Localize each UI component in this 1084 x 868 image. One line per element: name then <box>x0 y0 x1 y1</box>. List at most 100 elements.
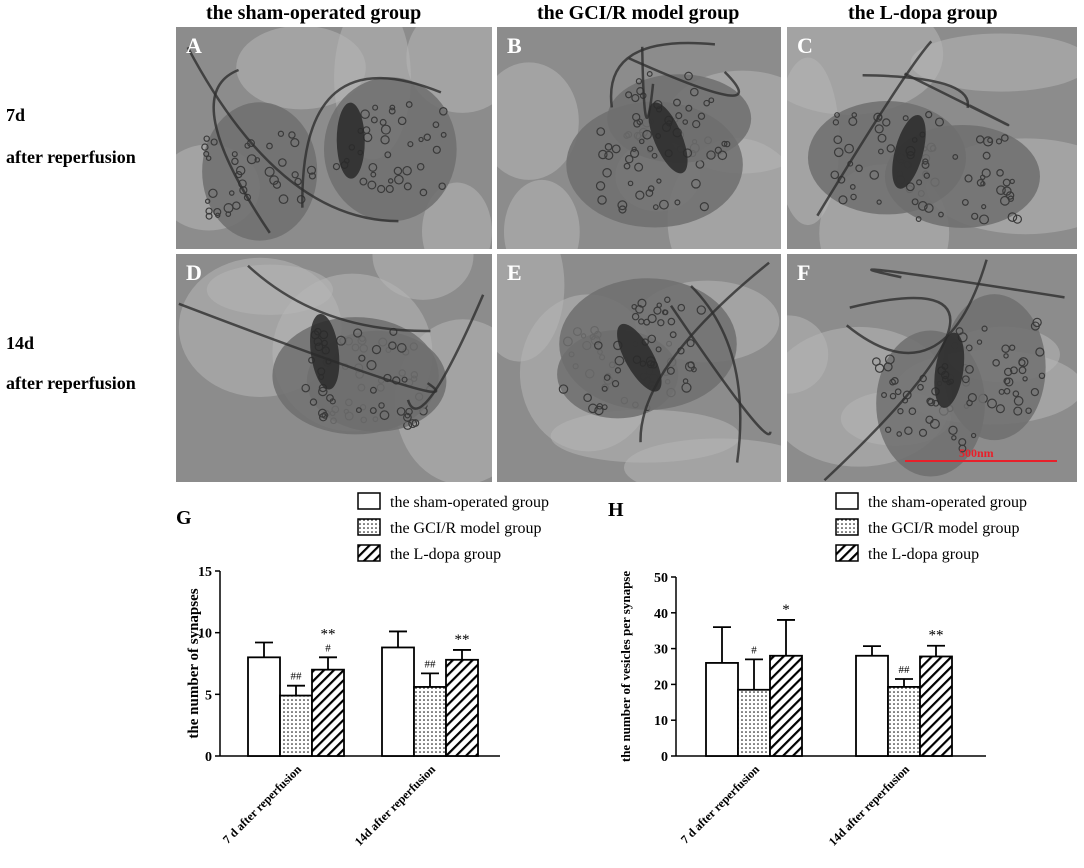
synaptic-vesicle <box>380 124 391 135</box>
synaptic-vesicle <box>677 303 686 312</box>
legend-swatch <box>357 492 381 510</box>
synaptic-vesicle <box>625 91 633 99</box>
synaptic-vesicle <box>981 204 987 210</box>
postsynaptic-density <box>892 114 926 189</box>
synaptic-vesicle <box>368 162 378 172</box>
synaptic-vesicle <box>419 188 428 197</box>
synaptic-vesicle <box>877 148 884 155</box>
bar <box>247 656 281 757</box>
synaptic-vesicle <box>423 133 431 141</box>
synaptic-vesicle <box>673 98 681 107</box>
bar <box>919 655 953 757</box>
synaptic-vesicle <box>708 97 715 104</box>
synaptic-vesicle <box>379 410 390 421</box>
row-header-14d-line2: after reperfusion <box>6 373 136 393</box>
synaptic-vesicle <box>394 174 404 185</box>
synaptic-vesicle <box>652 204 659 210</box>
synaptic-vesicle <box>601 385 608 392</box>
x-tick-label: 7 d after reperfusion <box>220 762 305 847</box>
synaptic-vesicle <box>1012 390 1020 398</box>
synaptic-vesicle <box>902 115 909 122</box>
synaptic-vesicle <box>439 107 448 116</box>
y-tick-label: 10 <box>654 714 668 729</box>
postsynaptic-density <box>648 102 688 174</box>
synaptic-vesicle <box>981 168 991 178</box>
synaptic-vesicle <box>397 116 407 126</box>
synaptic-vesicle <box>723 140 731 148</box>
panel-label-f: F <box>797 260 811 285</box>
synaptic-vesicle <box>235 165 246 176</box>
postsynaptic-density <box>310 314 340 390</box>
synaptic-vesicle <box>691 178 701 189</box>
synaptic-vesicle <box>924 203 934 213</box>
y-tick-label: 50 <box>654 571 668 586</box>
synaptic-vesicle <box>290 138 300 148</box>
synaptic-vesicle <box>635 304 644 314</box>
synaptic-vesicle <box>438 182 446 190</box>
y-tick-label: 15 <box>198 565 212 580</box>
synaptic-vesicle <box>624 154 634 164</box>
synaptic-vesicle <box>952 154 959 160</box>
bar <box>279 694 313 757</box>
synaptic-vesicle <box>411 419 420 427</box>
panel-label-d: D <box>186 260 202 285</box>
synaptic-vesicle <box>995 138 1003 145</box>
synaptic-vesicle <box>631 146 637 152</box>
y-tick-label: 0 <box>661 750 668 765</box>
synaptic-vesicle <box>403 412 412 422</box>
synaptic-vesicle <box>908 407 917 416</box>
synaptic-vesicle <box>264 166 275 177</box>
membrane-patch <box>372 254 474 300</box>
synaptic-vesicle <box>611 144 621 154</box>
presynaptic-terminal <box>202 102 318 241</box>
synaptic-vesicle <box>661 309 668 316</box>
synaptic-vesicle <box>838 195 848 205</box>
bar <box>737 688 771 757</box>
synaptic-vesicle <box>979 214 990 225</box>
synaptic-vesicle <box>208 188 218 199</box>
synaptic-vesicle <box>243 193 252 201</box>
synaptic-vesicle <box>851 112 858 118</box>
membrane-patch <box>910 33 1077 92</box>
synaptic-vesicle <box>1001 134 1009 142</box>
synaptic-vesicle <box>635 78 643 85</box>
presynaptic-terminal <box>272 317 439 435</box>
micrograph-panel-e: E <box>497 254 781 482</box>
synaptic-vesicle <box>294 177 302 186</box>
synaptic-vesicle <box>844 143 855 154</box>
legend-label: the GCI/R model group <box>390 520 542 537</box>
cell-membrane <box>212 68 271 234</box>
synaptic-vesicle <box>929 418 940 429</box>
bar <box>855 654 889 757</box>
synaptic-vesicle <box>964 174 973 183</box>
cell-membrane <box>870 268 1065 299</box>
micrograph-c-image <box>787 27 1077 249</box>
significance-mark: * <box>782 602 790 618</box>
synaptic-vesicle <box>955 327 964 336</box>
synaptic-vesicle <box>1000 195 1010 206</box>
panel-label-e: E <box>507 260 522 285</box>
synaptic-vesicle <box>631 93 640 103</box>
synaptic-vesicle <box>405 407 413 416</box>
synaptic-vesicle <box>647 185 655 192</box>
cell-membrane <box>609 41 716 108</box>
legend-swatch <box>835 544 859 562</box>
synaptic-vesicle <box>922 158 929 165</box>
synaptic-vesicle <box>987 398 998 409</box>
panel-label-a: A <box>186 33 202 58</box>
synaptic-vesicle <box>1002 178 1011 187</box>
legend-swatch <box>835 492 859 510</box>
synaptic-vesicle <box>205 155 212 161</box>
synaptic-vesicle <box>623 162 631 170</box>
synaptic-vesicle <box>407 141 414 148</box>
synaptic-vesicle <box>201 143 209 151</box>
synaptic-vesicle <box>833 147 844 158</box>
synaptic-vesicle <box>869 170 880 180</box>
synaptic-vesicle <box>684 71 693 81</box>
synaptic-vesicle <box>721 140 728 147</box>
micrograph-panel-d: D <box>176 254 492 482</box>
synaptic-vesicle <box>379 118 387 126</box>
synaptic-vesicle <box>647 145 654 152</box>
synaptic-vesicle <box>987 137 993 144</box>
significance-mark: ## <box>291 671 303 683</box>
